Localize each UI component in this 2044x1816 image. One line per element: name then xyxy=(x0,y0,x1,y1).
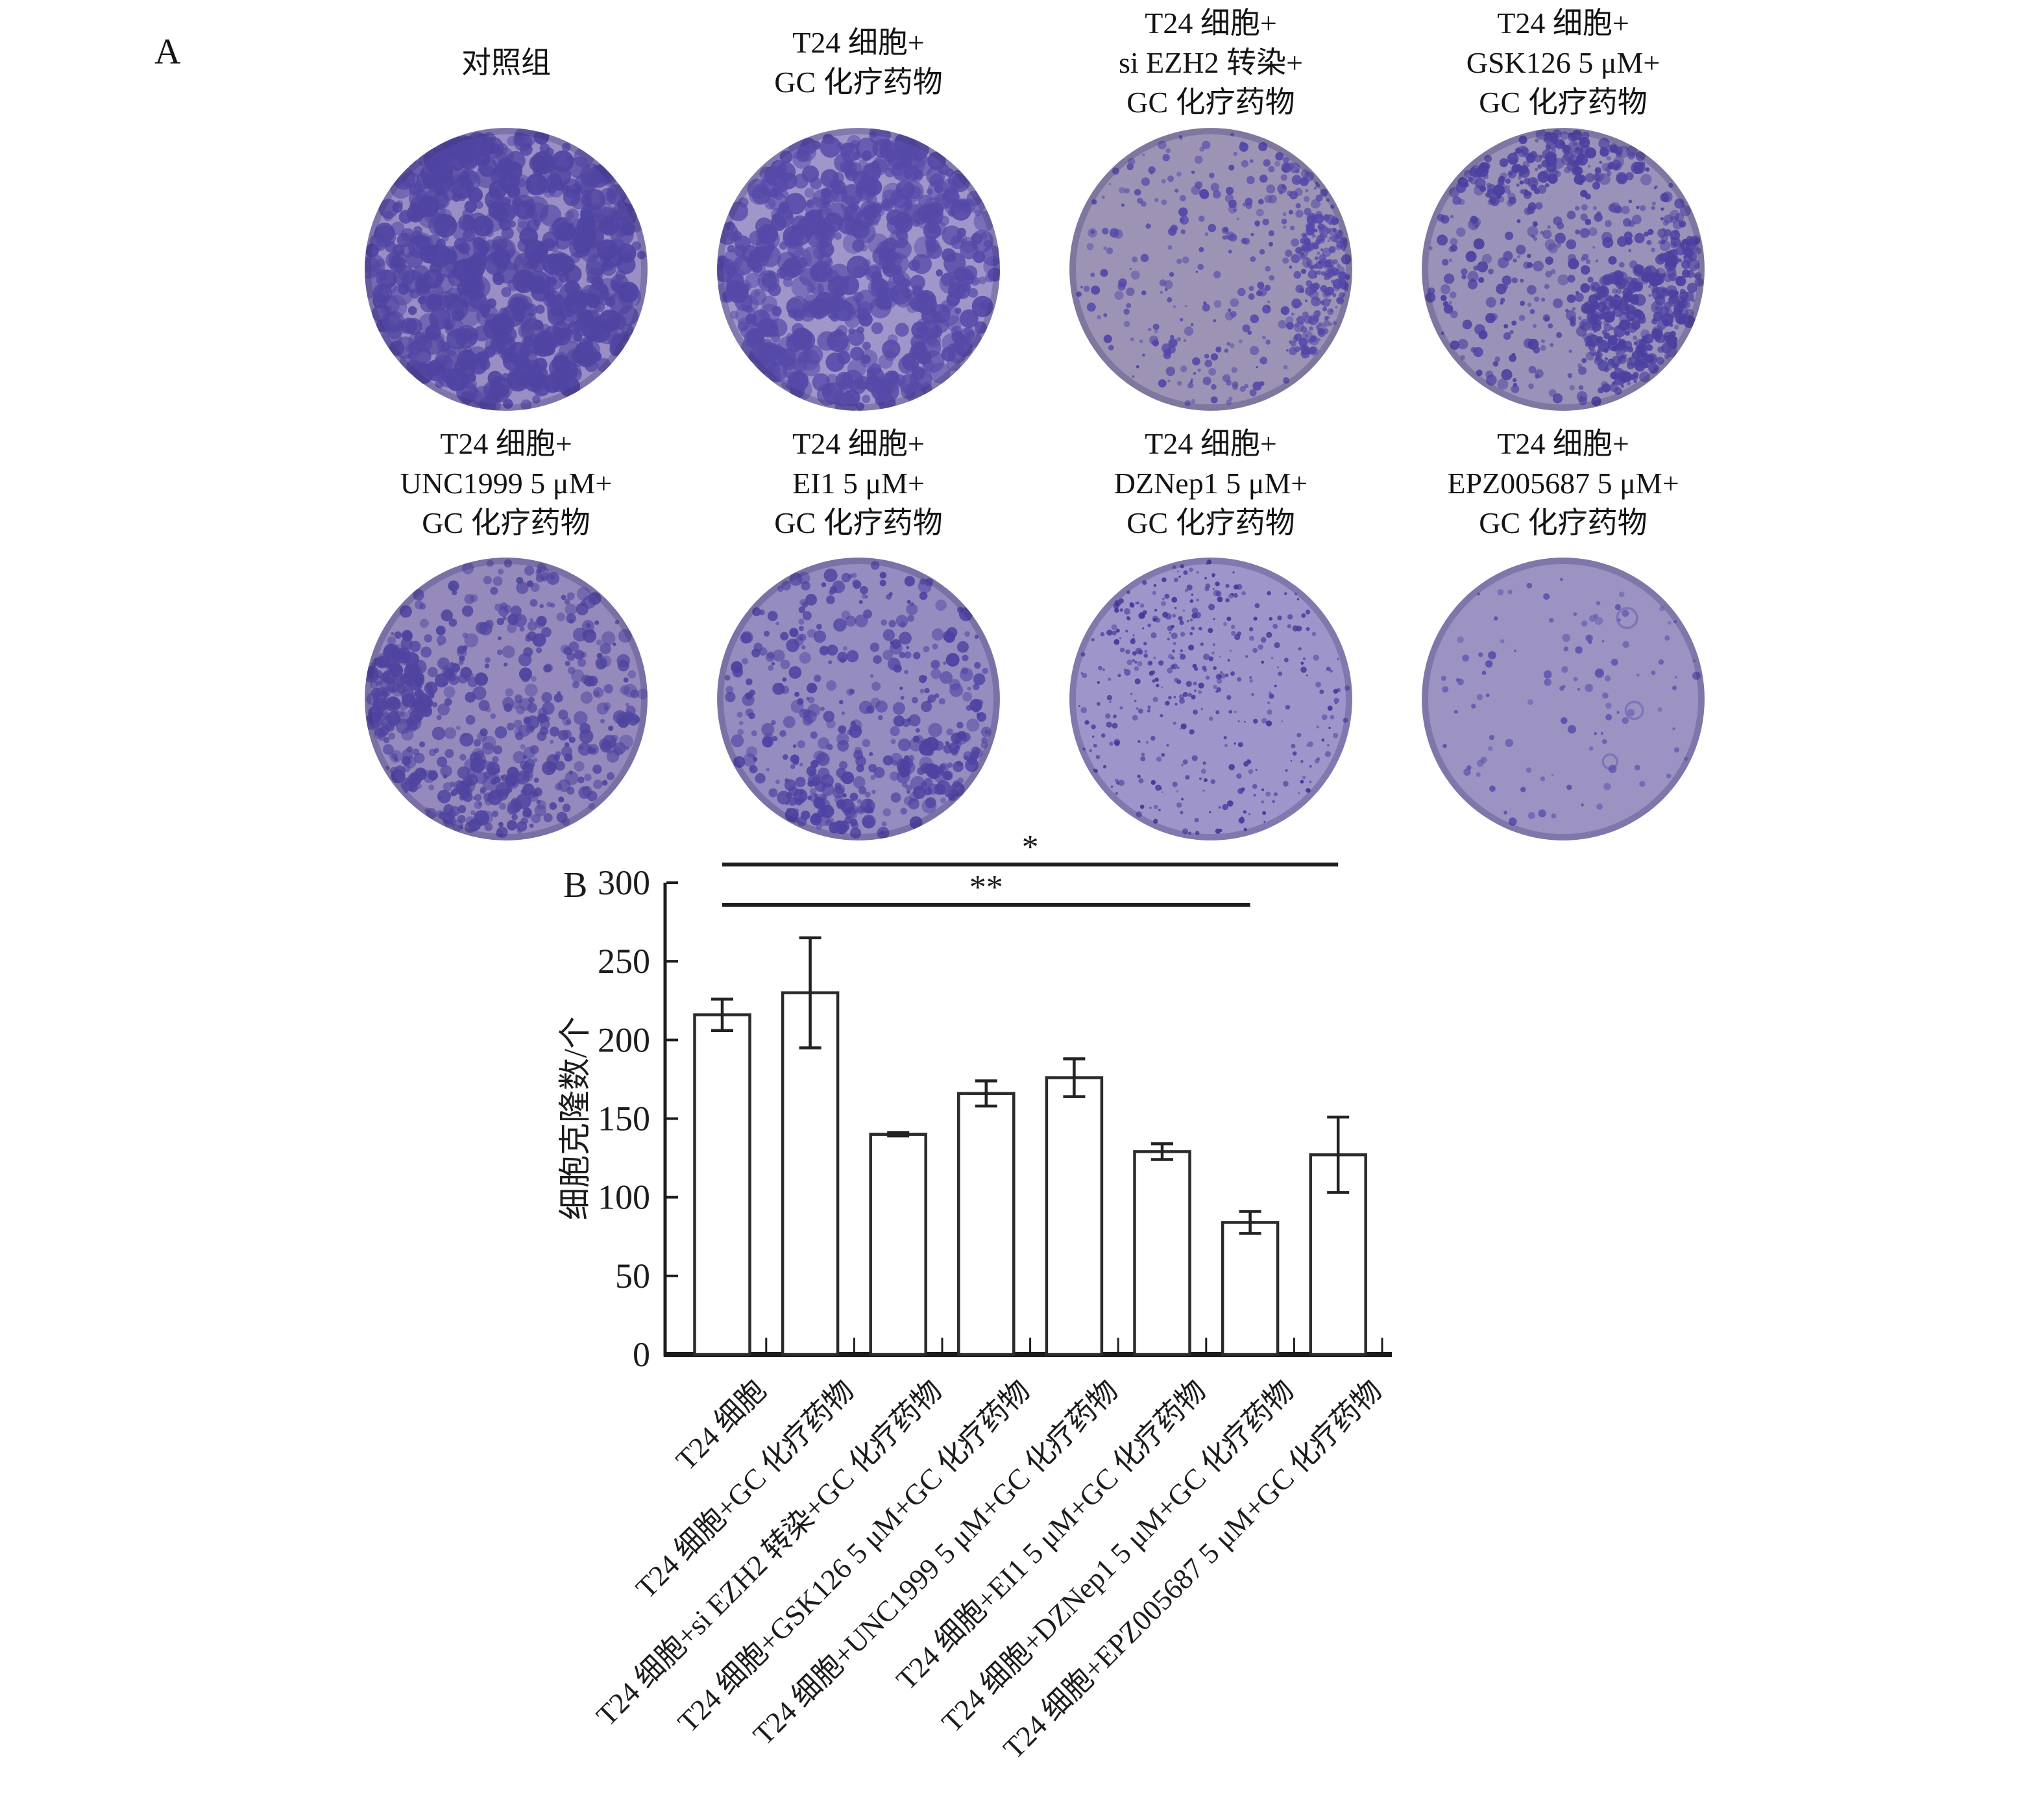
dish-svg xyxy=(1422,128,1705,411)
dish-svg xyxy=(717,558,1000,841)
dish-content xyxy=(1069,558,1352,841)
colony-dish-unc1999 xyxy=(364,557,648,841)
colonies xyxy=(365,559,648,838)
bar xyxy=(1133,1150,1191,1356)
panel-b: * ** 0 50 100 150 200 250 300 B 细胞克隆数/个 T24 细胞 T24 细… xyxy=(532,829,1466,1816)
dish-svg xyxy=(717,128,1000,411)
y-tick-label: 100 xyxy=(598,1178,650,1217)
bar xyxy=(1221,1221,1280,1356)
bar xyxy=(781,991,840,1356)
bars xyxy=(693,936,1367,1356)
y-tick-label: 50 xyxy=(615,1257,650,1295)
dish-label-gsk126: T24 细胞+ GSK126 5 μM+ GC 化疗药物 xyxy=(1466,6,1661,119)
dish-label-ei1: T24 细胞+ EI1 5 μM+ GC 化疗药物 xyxy=(774,426,943,539)
colony-dish-control xyxy=(364,127,648,411)
dish-label-unc1999: T24 细胞+ UNC1999 5 μM+ GC 化疗药物 xyxy=(400,426,613,539)
dish-content xyxy=(717,558,1000,841)
dish-content xyxy=(1069,128,1352,411)
x-category-label: T24 细胞+EI1 5 μM+GC 化疗药物 xyxy=(890,1374,1212,1697)
colony-dish-dznep1 xyxy=(1069,557,1353,841)
dish-svg xyxy=(1422,558,1705,841)
significance-label: * xyxy=(1022,829,1039,866)
dish-label-control: 对照组 xyxy=(461,45,551,79)
dish-content xyxy=(365,558,648,841)
colonies xyxy=(724,561,992,839)
y-axis-title: 细胞克隆数/个 xyxy=(557,1016,593,1220)
dish-svg xyxy=(365,128,648,411)
y-tick-label: 200 xyxy=(598,1020,650,1059)
colonies xyxy=(1076,132,1352,407)
dish-content xyxy=(1422,558,1705,841)
dish-content xyxy=(365,128,648,411)
y-tick-label: 0 xyxy=(633,1335,650,1374)
y-tick-label: 250 xyxy=(598,942,650,981)
colony-dish-gc xyxy=(716,127,1001,411)
colony-dish-ei1 xyxy=(716,557,1001,841)
colonies xyxy=(717,128,1000,411)
dish-label-dznep1: T24 细胞+ DZNep1 5 μM+ GC 化疗药物 xyxy=(1113,426,1308,539)
colony-dish-gsk126 xyxy=(1421,127,1705,411)
colonies xyxy=(1425,129,1704,406)
dish-label-siezh2: T24 细胞+ si EZH2 转染+ GC 化疗药物 xyxy=(1118,6,1304,119)
dish-svg xyxy=(1069,558,1352,841)
y-tick-label: 300 xyxy=(598,863,650,902)
dish-label-epz005687: T24 细胞+ EPZ005687 5 μM+ GC 化疗药物 xyxy=(1447,426,1679,539)
colonies xyxy=(365,128,646,411)
dish-svg xyxy=(1069,128,1352,411)
colonies xyxy=(1078,559,1350,835)
significance-marks: *** xyxy=(722,829,1339,907)
dish-svg xyxy=(365,558,648,841)
dish-content xyxy=(1422,128,1705,411)
colonies xyxy=(1441,578,1701,826)
dish-label-gc: T24 细胞+ GC 化疗药物 xyxy=(774,26,943,99)
colony-dish-siezh2 xyxy=(1069,127,1353,411)
bar xyxy=(1045,1076,1104,1356)
bar xyxy=(957,1092,1016,1356)
colony-dish-epz005687 xyxy=(1421,557,1705,841)
y-tick-label: 150 xyxy=(598,1099,650,1138)
panel-a-label: A xyxy=(154,32,181,72)
panel-b-label: B xyxy=(563,865,587,905)
dish-content xyxy=(717,128,1000,411)
bar xyxy=(869,1133,927,1356)
significance-label: ** xyxy=(969,869,1003,906)
bar xyxy=(693,1013,751,1356)
